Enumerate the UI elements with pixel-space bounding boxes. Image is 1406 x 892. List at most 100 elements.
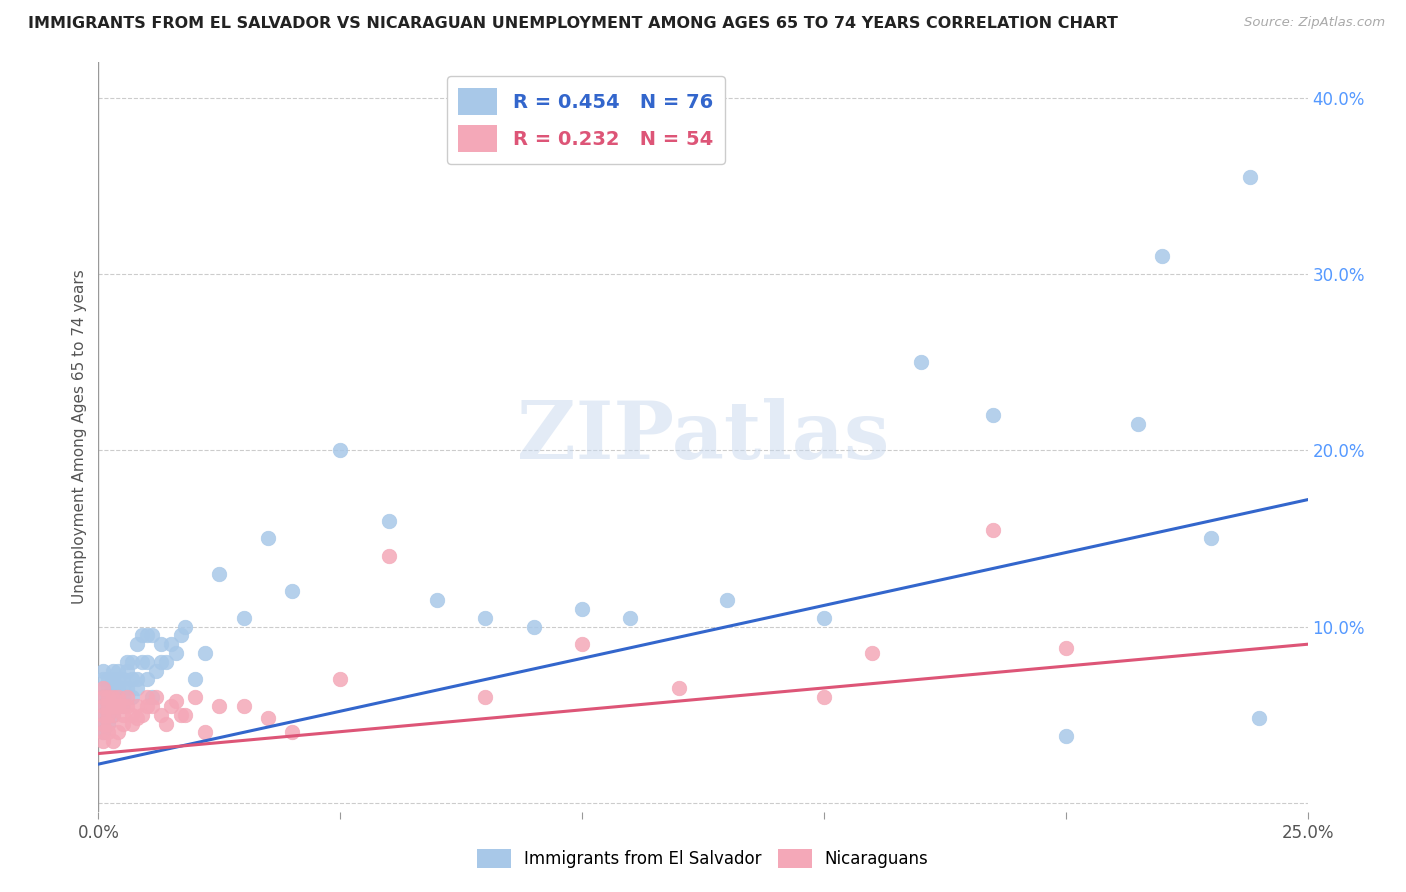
Point [145,690,167,705]
Point [281,725,304,739]
Point [155,716,177,731]
Point [1054,640,1077,655]
Point [426,593,449,607]
Point [281,584,304,599]
Point [1054,729,1077,743]
Point [127,673,149,687]
Point [232,611,254,625]
Point [813,611,835,625]
Point [91,716,114,731]
Point [165,693,187,707]
Legend: R = 0.454   N = 76, R = 0.232   N = 54: R = 0.454 N = 76, R = 0.232 N = 54 [447,76,724,164]
Point [256,711,278,725]
Point [101,734,124,748]
Point [194,646,217,660]
Point [91,716,114,731]
Point [111,707,134,722]
Point [91,690,114,705]
Text: Source: ZipAtlas.com: Source: ZipAtlas.com [1244,16,1385,29]
Point [97,690,120,705]
Point [160,698,183,713]
Point [1128,417,1150,431]
Point [117,698,139,713]
Point [117,690,139,705]
Point [121,690,143,705]
Point [150,655,173,669]
Point [184,673,207,687]
Point [117,664,139,678]
Point [135,655,157,669]
Point [184,690,207,705]
Point [107,681,129,696]
Point [619,611,641,625]
Y-axis label: Unemployment Among Ages 65 to 74 years: Unemployment Among Ages 65 to 74 years [72,269,87,605]
Point [111,716,134,731]
Point [571,602,593,616]
Point [135,698,157,713]
Point [194,725,217,739]
Point [91,707,114,722]
Point [91,690,114,705]
Point [101,707,124,722]
Point [1199,532,1222,546]
Point [121,716,143,731]
Point [141,698,163,713]
Point [127,711,149,725]
Point [232,698,254,713]
Point [97,681,120,696]
Point [101,681,124,696]
Point [91,725,114,739]
Point [174,619,197,633]
Point [131,655,153,669]
Point [668,681,690,696]
Point [910,355,932,369]
Point [716,593,738,607]
Point [101,698,124,713]
Point [111,698,134,713]
Point [329,673,352,687]
Point [165,646,187,660]
Point [208,566,231,581]
Point [121,655,143,669]
Point [101,690,124,705]
Point [127,698,149,713]
Point [571,637,593,651]
Point [101,707,124,722]
Point [813,690,835,705]
Point [97,707,120,722]
Point [377,514,399,528]
Point [107,690,129,705]
Point [101,664,124,678]
Point [107,664,129,678]
Point [981,523,1004,537]
Point [91,681,114,696]
Text: ZIPatlas: ZIPatlas [517,398,889,476]
Point [91,673,114,687]
Point [160,637,183,651]
Point [135,628,157,642]
Point [111,698,134,713]
Point [121,707,143,722]
Point [1239,169,1261,184]
Point [981,408,1004,422]
Point [101,673,124,687]
Point [256,532,278,546]
Point [91,698,114,713]
Point [474,690,496,705]
Point [91,725,114,739]
Point [101,698,124,713]
Point [97,725,120,739]
Point [174,707,197,722]
Point [97,716,120,731]
Point [97,698,120,713]
Point [208,698,231,713]
Legend: Immigrants from El Salvador, Nicaraguans: Immigrants from El Salvador, Nicaraguans [471,842,935,875]
Point [107,673,129,687]
Point [97,690,120,705]
Point [121,673,143,687]
Point [107,698,129,713]
Point [91,664,114,678]
Point [111,673,134,687]
Point [111,690,134,705]
Point [135,690,157,705]
